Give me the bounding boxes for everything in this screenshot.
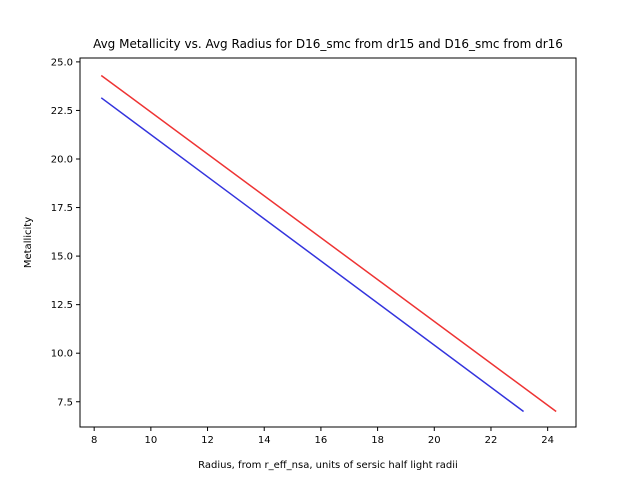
series-line-2 bbox=[100, 74, 557, 413]
y-tick-label: 22.5 bbox=[51, 106, 73, 117]
plot-frame bbox=[79, 57, 577, 428]
y-tick-label: 17.5 bbox=[51, 203, 73, 214]
y-tick-label: 15.0 bbox=[51, 252, 73, 263]
y-tick-label: 10.0 bbox=[51, 349, 73, 360]
x-tick-label: 10 bbox=[144, 435, 157, 446]
x-axis-label: Radius, from r_eff_nsa, units of sersic … bbox=[198, 460, 458, 471]
x-tick-label: 16 bbox=[315, 435, 328, 446]
y-tick-label: 12.5 bbox=[51, 300, 73, 311]
series-line-1 bbox=[100, 97, 525, 413]
x-tick-label: 24 bbox=[541, 435, 554, 446]
x-tick-label: 22 bbox=[485, 435, 498, 446]
y-tick-label: 7.5 bbox=[57, 397, 73, 408]
y-axis-label: Metallicity bbox=[23, 217, 34, 268]
x-axis: 8 10 12 14 16 18 20 22 24 bbox=[91, 427, 554, 446]
x-tick-label: 18 bbox=[371, 435, 384, 446]
series-group bbox=[100, 74, 557, 413]
x-tick-label: 14 bbox=[258, 435, 271, 446]
y-tick-label: 25.0 bbox=[51, 57, 73, 68]
y-axis: 7.5 10.0 12.5 15.0 17.5 20.0 22.5 25.0 bbox=[51, 57, 80, 408]
x-tick-label: 8 bbox=[91, 435, 97, 446]
x-tick-label: 20 bbox=[428, 435, 441, 446]
y-tick-label: 20.0 bbox=[51, 154, 73, 165]
chart-title: Avg Metallicity vs. Avg Radius for D16_s… bbox=[93, 37, 563, 51]
x-tick-label: 12 bbox=[201, 435, 214, 446]
